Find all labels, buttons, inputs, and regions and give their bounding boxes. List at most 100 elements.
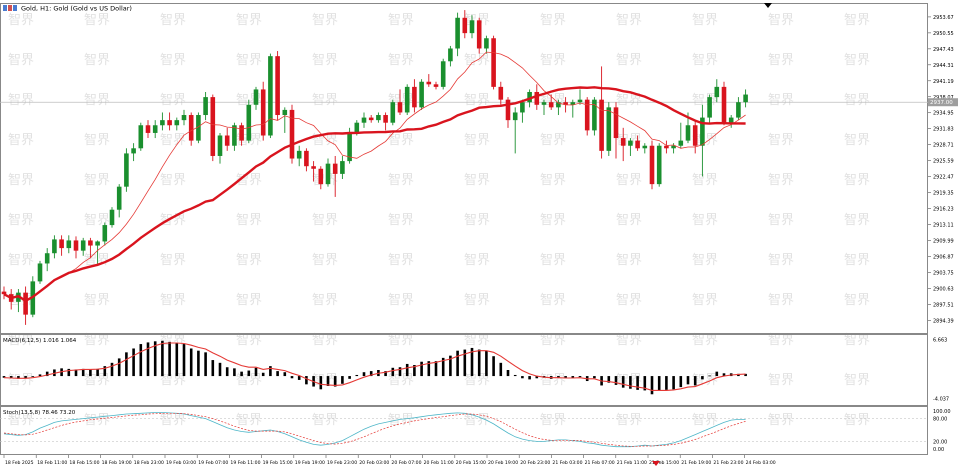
watermark-text: 智界 [692, 253, 718, 268]
time-tick-label: 20 Feb 03:00 [359, 460, 389, 466]
macd-bar [578, 376, 582, 378]
price-tick-label: 2950.55 [933, 31, 954, 37]
macd-bar [168, 341, 171, 377]
stoch-level-lines [0, 418, 928, 442]
macd-title: MACD(6,12,5) 1.016 1.064 [3, 338, 77, 344]
watermark-text: 智界 [768, 173, 794, 188]
macd-panel-frame [0, 334, 928, 406]
price-tick-label: 2941.19 [933, 79, 954, 85]
watermark-text: 智界 [236, 213, 262, 228]
candle-body [397, 102, 403, 113]
watermark-text: 智界 [84, 333, 110, 348]
chart-shift-marker-icon[interactable] [764, 3, 772, 8]
candle-body [584, 99, 590, 131]
price-tick-label: 2925.59 [933, 159, 954, 165]
candle-body [73, 240, 79, 251]
watermark-text: 智界 [8, 13, 34, 28]
time-tick-label: 21 Feb 07:00 [585, 460, 615, 466]
candle-body [671, 145, 676, 149]
price-tick-label: 2903.75 [933, 270, 954, 276]
candle-body [613, 107, 619, 139]
macd-bar [283, 372, 287, 377]
candle-body [332, 163, 338, 174]
watermark-text: 智界 [464, 93, 490, 108]
candle-body [23, 292, 28, 315]
watermark-text: 智界 [464, 253, 490, 268]
price-tick-label: 2938.07 [933, 95, 954, 101]
macd-bar [211, 360, 215, 377]
candle-body [556, 102, 561, 108]
price-tick-label: 2913.11 [933, 223, 954, 229]
macd-bar [319, 376, 323, 390]
watermark-text: 智界 [844, 253, 870, 268]
macd-signal-line [3, 342, 746, 391]
macd-bar [643, 376, 647, 391]
watermark-text: 智界 [388, 373, 414, 388]
macd-bar [593, 376, 596, 379]
candle-body [707, 97, 712, 118]
macd-bar [456, 350, 459, 377]
macd-bar [384, 371, 387, 377]
candle-body [599, 99, 604, 151]
ma-slow-line [3, 86, 746, 303]
watermark-text: 智界 [768, 133, 794, 148]
candle-body [656, 145, 662, 185]
candle-body [620, 138, 626, 146]
watermark-text: 智界 [84, 373, 110, 388]
candle-body [491, 38, 496, 87]
watermark-text: 智界 [844, 173, 870, 188]
macd-bar [672, 376, 675, 390]
watermark-text: 智界 [692, 173, 718, 188]
price-tick-label: 2916.23 [933, 207, 954, 213]
candle-body [721, 86, 727, 123]
candle-body [570, 102, 576, 105]
watermark-text: 智界 [388, 53, 414, 68]
watermark-text: 智界 [84, 173, 110, 188]
macd-bar [110, 362, 114, 377]
macd-bar [708, 375, 711, 377]
watermark-text: 智界 [692, 293, 718, 308]
watermark-text: 智界 [160, 13, 186, 28]
candle-body [152, 125, 158, 133]
watermark-text: 智界 [768, 413, 794, 428]
watermark-text: 智界 [768, 213, 794, 228]
time-tick-label: 19 Feb 23:00 [327, 460, 357, 466]
macd-bar [506, 370, 510, 377]
macd-bar [197, 350, 200, 377]
candle-body [534, 91, 540, 105]
candle-body [304, 150, 309, 167]
watermark-text: 智界 [312, 333, 338, 348]
watermark-text: 智界 [312, 373, 338, 388]
watermark-text: 智界 [616, 333, 642, 348]
moving-average-lines [3, 51, 746, 303]
macd-bar [650, 376, 654, 395]
macd-bar [182, 344, 186, 377]
candle-body [138, 125, 144, 149]
price-tick-label: 2919.35 [933, 191, 954, 197]
current-price-tag-bg [928, 98, 958, 107]
price-tick-label: 2894.39 [933, 318, 954, 324]
watermark-text: 智界 [692, 333, 718, 348]
candle-body [361, 117, 367, 123]
candle-body [95, 241, 100, 246]
watermark-text: 智界 [236, 333, 262, 348]
macd-bar [233, 368, 236, 377]
watermark-text: 智界 [616, 293, 642, 308]
watermark-text: 智界 [540, 373, 566, 388]
watermark-text: 智界 [160, 213, 186, 228]
price-tick-label: 2906.87 [933, 254, 954, 260]
candle-body [635, 140, 640, 149]
macd-bar [398, 367, 402, 377]
macd-bar [449, 355, 452, 377]
watermark-text: 智界 [692, 53, 718, 68]
macd-bar [24, 376, 27, 379]
macd-bar [225, 367, 229, 377]
price-tick-label: 2922.47 [933, 175, 954, 181]
macd-bar [557, 376, 560, 378]
watermark-text: 智界 [236, 413, 262, 428]
time-tick-label: 21 Feb 19:00 [681, 460, 711, 466]
macd-bar [657, 376, 661, 391]
candle-body [563, 102, 568, 105]
macd-bar [81, 368, 85, 377]
